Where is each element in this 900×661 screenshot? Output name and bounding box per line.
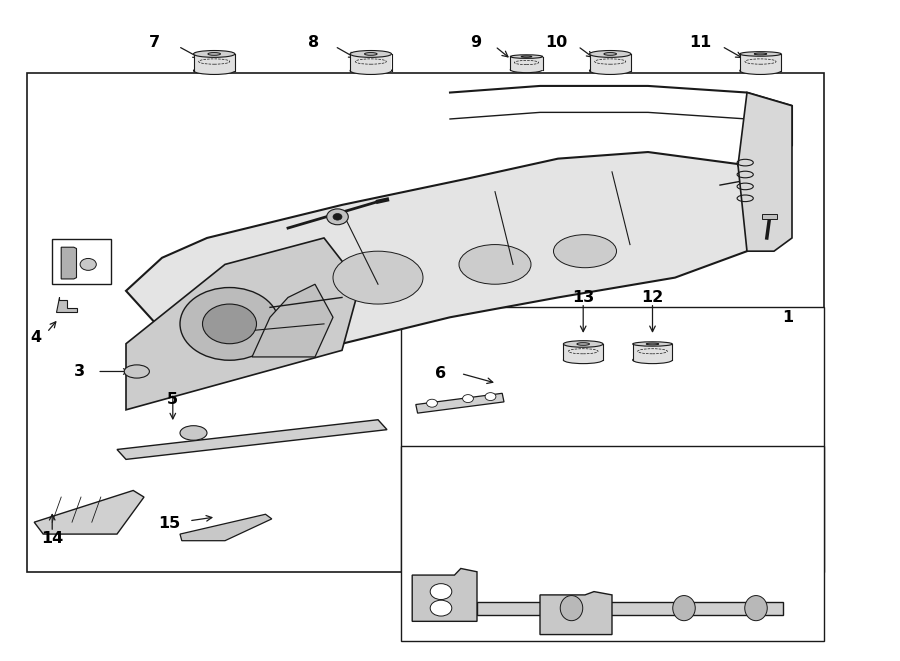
Polygon shape — [126, 238, 360, 410]
Text: 6: 6 — [436, 366, 446, 381]
Text: 15: 15 — [158, 516, 180, 531]
Text: 3: 3 — [74, 364, 85, 379]
Bar — [27, 73, 824, 572]
Ellipse shape — [554, 235, 616, 268]
Bar — [590, 54, 631, 71]
Bar — [52, 239, 111, 284]
Circle shape — [430, 584, 452, 600]
Text: 14: 14 — [41, 531, 63, 546]
Polygon shape — [416, 393, 504, 413]
Ellipse shape — [590, 67, 631, 75]
Polygon shape — [252, 284, 333, 357]
Ellipse shape — [646, 343, 659, 345]
Bar — [400, 446, 824, 641]
Circle shape — [430, 600, 452, 616]
Ellipse shape — [180, 426, 207, 440]
Ellipse shape — [124, 365, 149, 378]
Bar — [633, 344, 672, 360]
Ellipse shape — [510, 55, 543, 58]
Ellipse shape — [194, 67, 235, 75]
Ellipse shape — [633, 342, 672, 346]
Ellipse shape — [521, 56, 532, 58]
Ellipse shape — [563, 356, 603, 364]
Text: 13: 13 — [572, 290, 594, 305]
Text: 10: 10 — [545, 36, 567, 50]
Text: 4: 4 — [31, 330, 41, 344]
Text: 12: 12 — [642, 290, 663, 305]
Bar — [194, 54, 235, 71]
Polygon shape — [477, 602, 783, 615]
Bar — [762, 214, 777, 219]
Ellipse shape — [560, 596, 583, 621]
Text: 8: 8 — [308, 36, 319, 50]
Ellipse shape — [364, 53, 377, 56]
Polygon shape — [56, 297, 77, 312]
Bar — [400, 307, 824, 572]
Ellipse shape — [350, 50, 392, 58]
Circle shape — [463, 395, 473, 403]
Ellipse shape — [740, 67, 781, 75]
Ellipse shape — [459, 245, 531, 284]
Polygon shape — [34, 490, 144, 534]
Polygon shape — [180, 514, 272, 541]
Bar — [350, 54, 392, 71]
Bar — [510, 57, 543, 69]
Ellipse shape — [745, 596, 767, 621]
Text: 1: 1 — [782, 310, 793, 325]
Circle shape — [427, 399, 437, 407]
Polygon shape — [126, 152, 747, 370]
Bar — [563, 344, 603, 360]
Ellipse shape — [577, 342, 590, 345]
Text: 9: 9 — [470, 36, 481, 50]
Circle shape — [333, 214, 342, 220]
Ellipse shape — [604, 53, 617, 56]
Ellipse shape — [754, 53, 767, 55]
Ellipse shape — [590, 50, 631, 58]
Text: 5: 5 — [167, 393, 178, 407]
Text: 11: 11 — [689, 36, 711, 50]
Polygon shape — [61, 247, 76, 279]
Ellipse shape — [740, 52, 781, 56]
Ellipse shape — [194, 50, 235, 58]
Bar — [740, 54, 781, 71]
Text: 7: 7 — [149, 36, 160, 50]
Polygon shape — [738, 93, 792, 251]
Circle shape — [202, 304, 256, 344]
Circle shape — [80, 258, 96, 270]
Polygon shape — [117, 420, 387, 459]
Polygon shape — [540, 592, 612, 635]
Ellipse shape — [208, 53, 220, 56]
Ellipse shape — [510, 67, 543, 73]
Ellipse shape — [350, 67, 392, 75]
Ellipse shape — [333, 251, 423, 304]
Ellipse shape — [673, 596, 695, 621]
Ellipse shape — [633, 356, 672, 364]
Circle shape — [180, 288, 279, 360]
Circle shape — [485, 393, 496, 401]
Polygon shape — [412, 568, 477, 621]
Ellipse shape — [563, 340, 603, 347]
Circle shape — [327, 209, 348, 225]
Text: 2: 2 — [56, 251, 67, 265]
